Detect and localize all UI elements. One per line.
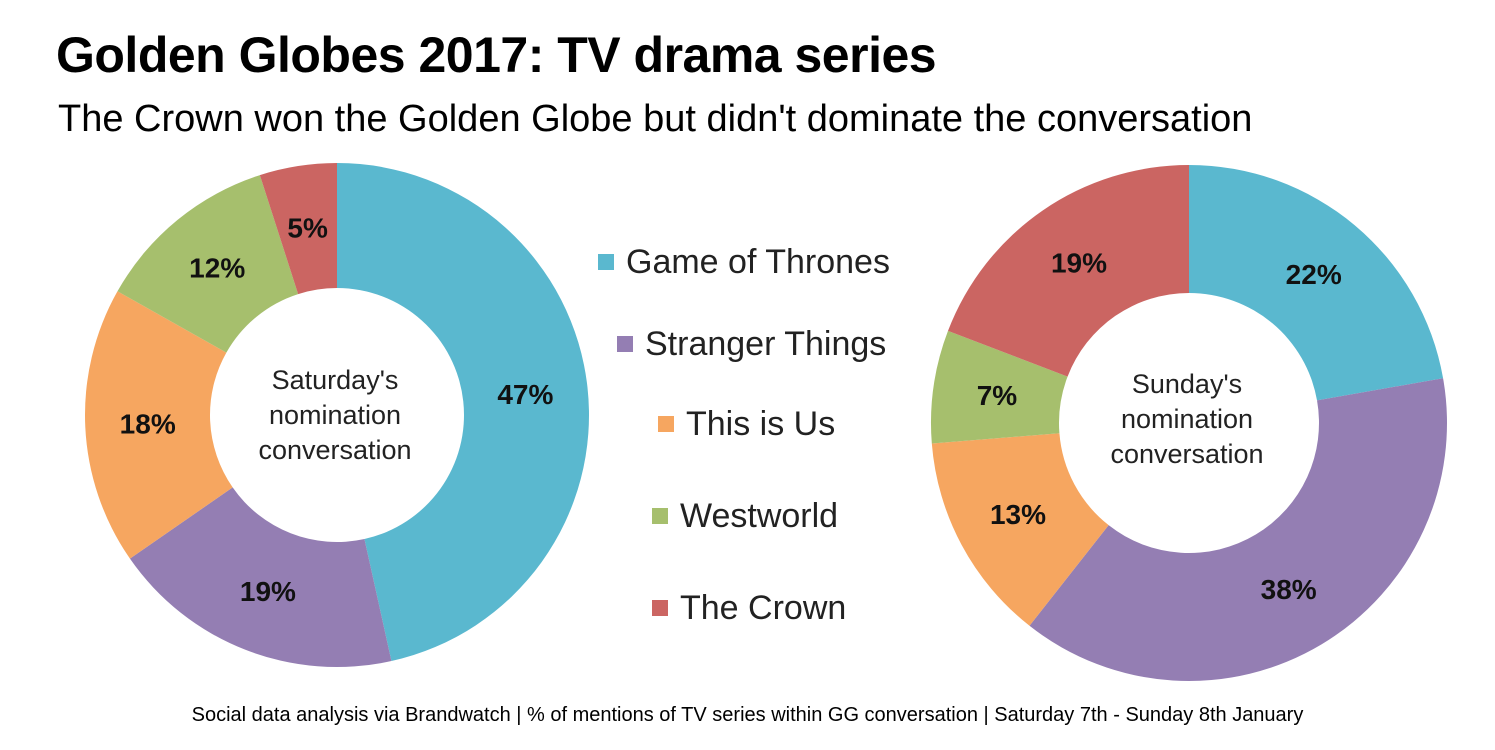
center-label-line: conversation <box>1110 439 1264 469</box>
legend-label: Game of Thrones <box>626 242 890 281</box>
slice-the-crown <box>259 163 337 295</box>
slice-game-of-thrones <box>1189 165 1444 401</box>
center-label-line: Sunday's <box>1131 369 1243 399</box>
data-label-westworld: 7% <box>977 380 1018 411</box>
center-label-line: nomination <box>268 400 402 430</box>
legend-item-this-is-us: This is Us <box>658 402 835 446</box>
slice-this-is-us <box>84 291 233 559</box>
donut-chart-sunday: 22% 38% 13% 7% 19% <box>931 165 1448 682</box>
legend-swatch <box>652 508 668 524</box>
data-label-the-crown: 19% <box>1051 248 1107 279</box>
data-label-game-of-thrones: 22% <box>1286 259 1342 290</box>
data-label-this-is-us: 18% <box>120 408 176 439</box>
legend-item-the-crown: The Crown <box>652 586 846 630</box>
chart-title: Golden Globes 2017: TV drama series <box>56 27 937 83</box>
data-label-the-crown: 5% <box>287 212 328 243</box>
legend-label: Stranger Things <box>645 324 887 363</box>
center-label-saturday: Saturday's nomination conversation <box>225 363 445 468</box>
donut-chart-saturday: 47% 19% 18% 12% 5% <box>84 163 590 667</box>
data-label-game-of-thrones: 47% <box>497 379 553 410</box>
data-label-westworld: 12% <box>189 253 245 284</box>
center-label-line: nomination <box>1120 404 1254 434</box>
legend-swatch <box>652 600 668 616</box>
legend-item-westworld: Westworld <box>652 494 838 538</box>
slice-this-is-us <box>931 433 1109 626</box>
slice-westworld <box>931 330 1068 444</box>
legend-item-stranger-things: Stranger Things <box>617 322 886 366</box>
legend-item-game-of-thrones: Game of Thrones <box>598 240 890 284</box>
legend-label: Westworld <box>680 496 839 535</box>
slice-westworld <box>117 175 299 353</box>
legend-swatch <box>617 336 633 352</box>
data-label-this-is-us: 13% <box>990 499 1046 530</box>
chart-subtitle: The Crown won the Golden Globe but didn'… <box>58 98 1253 140</box>
legend-swatch <box>598 254 614 270</box>
legend-label: The Crown <box>680 588 847 627</box>
legend-label: This is Us <box>686 404 836 443</box>
data-label-stranger-things: 38% <box>1261 574 1317 605</box>
slice-stranger-things <box>129 487 392 667</box>
center-label-sunday: Sunday's nomination conversation <box>1077 367 1297 472</box>
legend-swatch <box>658 416 674 432</box>
slice-the-crown <box>947 165 1189 377</box>
slice-stranger-things <box>1029 378 1448 682</box>
center-label-line: conversation <box>258 435 412 465</box>
slice-game-of-thrones <box>337 163 590 662</box>
center-label-line: Saturday's <box>271 365 399 395</box>
source-note: Social data analysis via Brandwatch | % … <box>191 704 1304 726</box>
data-label-stranger-things: 19% <box>240 576 296 607</box>
